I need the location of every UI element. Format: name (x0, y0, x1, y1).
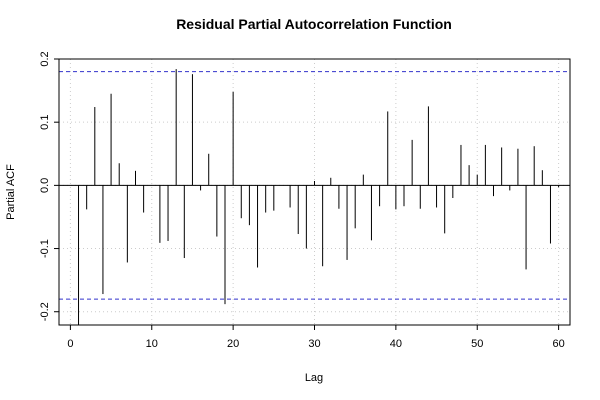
x-tick-label: 60 (552, 338, 564, 350)
confidence-bounds (59, 71, 570, 300)
x-tick-label: 50 (471, 338, 483, 350)
y-tick-label: 0.2 (39, 51, 51, 66)
y-axis: -0.2 -0.1 0.0 0.1 0.2 (39, 51, 59, 321)
x-axis: 0 10 20 30 40 50 60 (67, 325, 565, 350)
pacf-bars (78, 69, 560, 325)
x-tick-label: 40 (390, 338, 402, 350)
x-tick-label: 30 (308, 338, 320, 350)
y-axis-label: Partial ACF (5, 164, 17, 220)
y-tick-label: 0.0 (39, 178, 51, 193)
x-tick-label: 20 (227, 338, 239, 350)
chart-title: Residual Partial Autocorrelation Functio… (176, 16, 452, 32)
y-tick-label: 0.1 (39, 115, 51, 130)
x-axis-label: Lag (305, 372, 323, 384)
y-tick-label: -0.2 (39, 302, 51, 321)
x-tick-label: 0 (67, 338, 73, 350)
x-tick-label: 10 (146, 338, 158, 350)
y-tick-label: -0.1 (39, 239, 51, 258)
